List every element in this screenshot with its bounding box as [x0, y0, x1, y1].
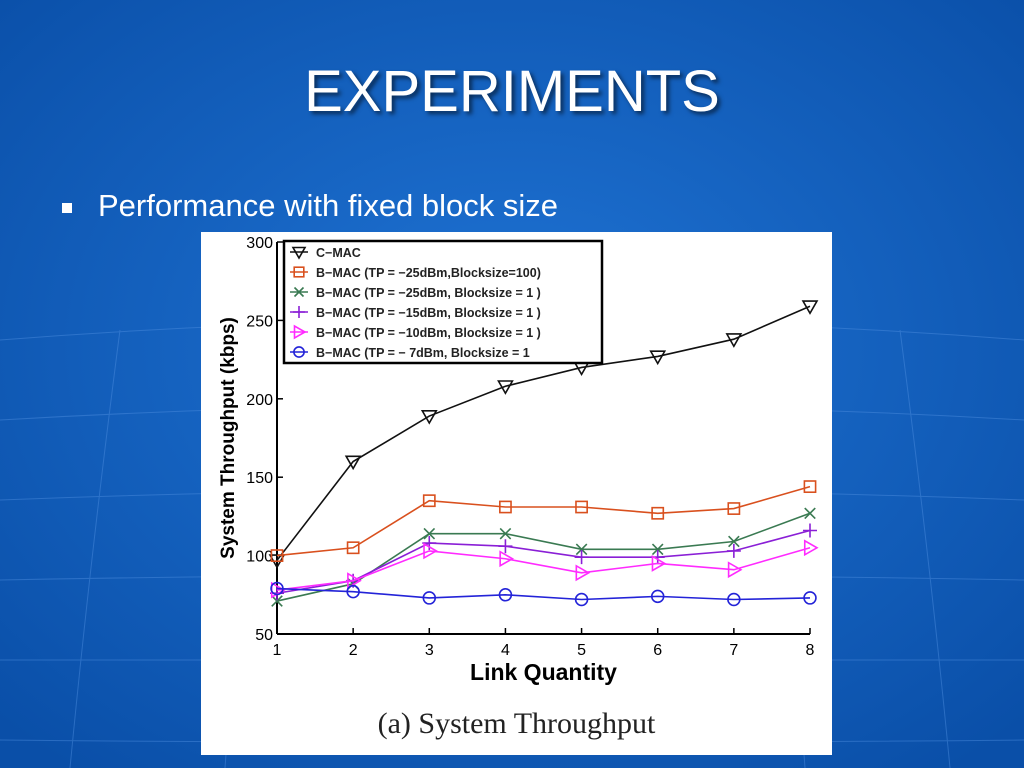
legend-marker: [293, 306, 305, 318]
series-2-point: [499, 500, 512, 514]
series-2-point: [346, 541, 360, 555]
series-1-point: [725, 333, 743, 348]
series-3-point: [575, 543, 588, 556]
series-line-4: [276, 529, 811, 595]
x-tick-label: 1: [273, 642, 282, 659]
slide-title: EXPERIMENTS: [304, 59, 720, 124]
series-6-point: [422, 591, 437, 605]
y-tick-label: 150: [246, 470, 273, 487]
series-3-point: [423, 527, 436, 540]
y-axis-label: System Throughput (kbps): [218, 317, 239, 559]
x-axis-label: Link Quantity: [470, 659, 617, 685]
series-line-2: [276, 485, 811, 557]
series-2-point: [727, 502, 741, 515]
legend-entry: B−MAC (TP = −25dBm, Blocksize = 1 ): [316, 286, 541, 300]
y-tick-label: 300: [246, 235, 273, 252]
legend-marker: [293, 324, 307, 340]
legend-marker: [293, 266, 305, 278]
legend-marker: [293, 286, 305, 298]
legend-box: [282, 239, 604, 365]
series-4-point: [726, 543, 741, 558]
series-2-point: [575, 500, 588, 514]
x-tick-label: 8: [806, 642, 815, 659]
legend-marker: [293, 346, 305, 358]
series-line-6: [276, 587, 811, 601]
series-1-point: [344, 455, 362, 471]
y-tick-label: 200: [246, 392, 273, 409]
series-line-1: [276, 305, 811, 561]
x-tick-label: 2: [349, 642, 358, 659]
legend-entry: C−MAC: [316, 246, 361, 260]
y-tick-label: 50: [255, 627, 273, 644]
series-1-point: [649, 350, 667, 366]
y-tick-label: 100: [246, 549, 273, 566]
series-3-point: [499, 527, 512, 540]
series-4-point: [803, 523, 817, 538]
series-6-point: [346, 584, 360, 599]
legend-marker: [291, 246, 307, 260]
series-4-point: [498, 539, 513, 554]
series-3-point: [271, 595, 283, 607]
series-5-point: [575, 564, 591, 582]
series-1-point: [420, 409, 438, 425]
bullet-square-icon: [62, 203, 72, 213]
series-6-point: [498, 588, 513, 602]
series-6-point: [727, 592, 741, 607]
series-6-point: [270, 581, 284, 596]
bullet-item: Performance with fixed block size: [62, 188, 558, 224]
series-5-point: [347, 572, 362, 590]
series-2-point: [651, 506, 665, 520]
legend-entry: B−MAC (TP = − 7dBm, Blocksize = 1: [316, 346, 530, 360]
chart-figure: 1 2 3 4 5 6 7 8 50 100 150 200 250 300 Link Quantity Sy…: [201, 232, 832, 755]
y-tick-label: 250: [246, 313, 273, 330]
throughput-chart: 1 2 3 4 5 6 7 8 50 100 150 200 250 300 Link Quantity Sy…: [218, 235, 819, 685]
legend-entry: B−MAC (TP = −10dBm, Blocksize = 1 ): [316, 326, 541, 340]
series-5-point: [803, 539, 819, 557]
x-tick-label: 7: [729, 642, 738, 659]
series-2-point: [803, 480, 817, 494]
bullet-text: Performance with fixed block size: [98, 188, 559, 223]
series-6-point: [650, 589, 665, 604]
x-tick-label: 6: [653, 642, 662, 659]
series-3-point: [651, 543, 664, 556]
series-2-point: [270, 549, 284, 562]
series-2-point: [422, 494, 436, 508]
x-tick-label: 3: [425, 642, 434, 659]
series-3-point: [728, 535, 740, 548]
series-5-point: [499, 550, 515, 568]
legend-entry: B−MAC (TP = −25dBm,Blocksize=100): [316, 266, 541, 280]
series-1-point: [801, 300, 819, 315]
series-6-point: [803, 591, 817, 605]
x-tick-label: 4: [501, 642, 510, 659]
series-5-point: [727, 561, 743, 579]
series-4-point: [574, 550, 589, 565]
series-5-point: [651, 555, 667, 572]
figure-caption: (a) System Throughput: [377, 707, 656, 740]
series-5-point: [423, 542, 438, 560]
series-line-5: [276, 546, 811, 591]
series-1-point: [497, 380, 514, 395]
series-3-point: [804, 507, 816, 520]
series-6-point: [574, 592, 589, 607]
x-tick-label: 5: [577, 642, 586, 659]
legend-entry: B−MAC (TP = −15dBm, Blocksize = 1 ): [316, 306, 541, 320]
